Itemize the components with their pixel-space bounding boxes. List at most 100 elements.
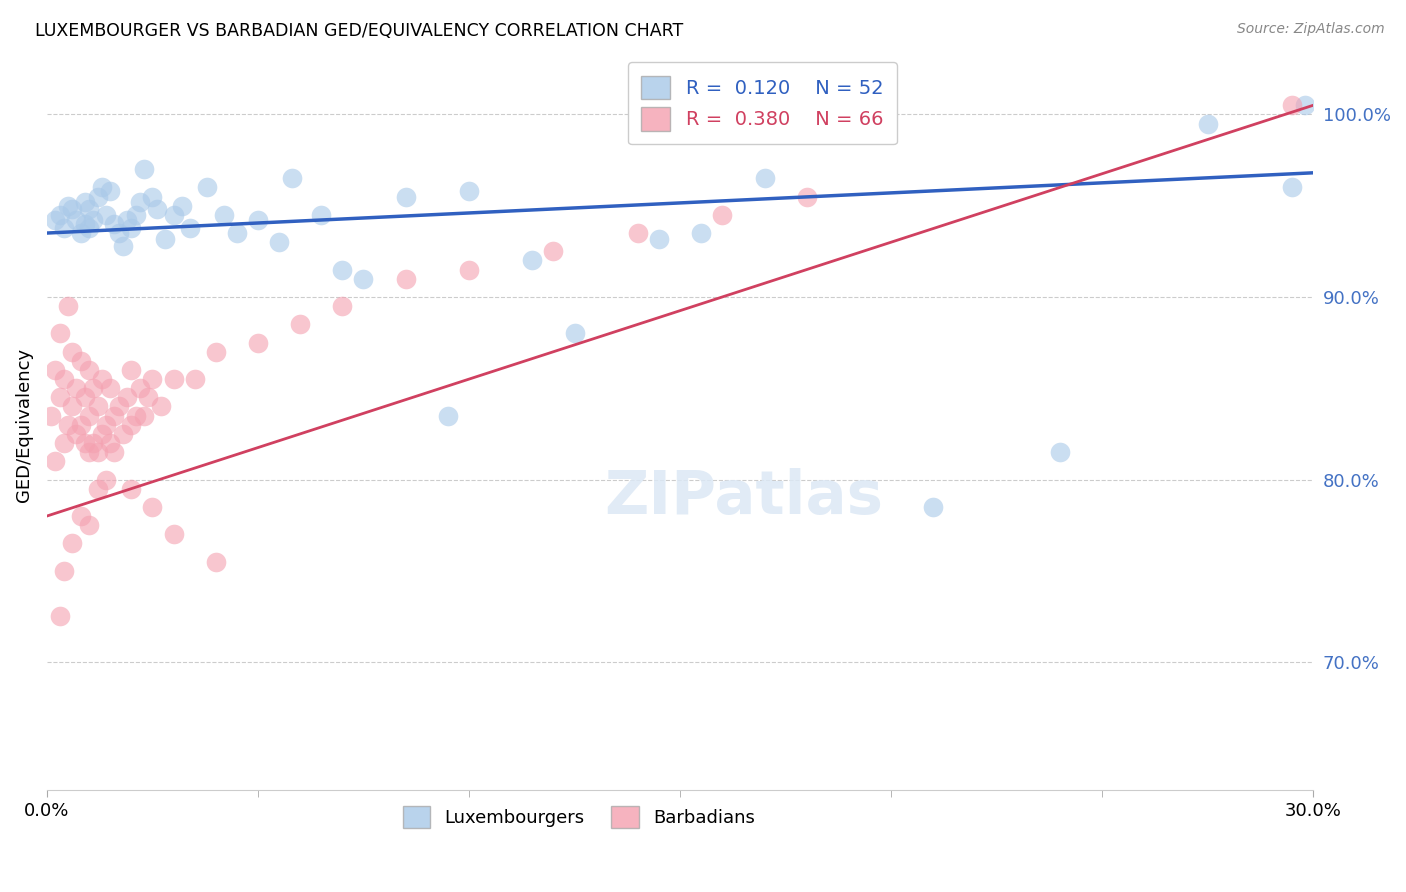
Point xyxy=(86,400,108,414)
Point xyxy=(94,417,117,432)
Point xyxy=(690,226,713,240)
Point xyxy=(162,527,184,541)
Point xyxy=(162,208,184,222)
Point xyxy=(48,390,70,404)
Point xyxy=(183,372,205,386)
Point xyxy=(77,518,100,533)
Point xyxy=(56,417,79,432)
Point xyxy=(60,536,83,550)
Point xyxy=(627,226,650,240)
Point xyxy=(69,417,91,432)
Point xyxy=(128,381,150,395)
Text: ZIPatlas: ZIPatlas xyxy=(605,468,883,527)
Point xyxy=(170,199,193,213)
Point xyxy=(120,363,142,377)
Y-axis label: GED/Equivalency: GED/Equivalency xyxy=(15,348,32,502)
Point xyxy=(564,326,586,341)
Point xyxy=(86,482,108,496)
Point xyxy=(311,208,333,222)
Point xyxy=(458,262,481,277)
Point xyxy=(77,409,100,423)
Point xyxy=(86,445,108,459)
Point xyxy=(56,299,79,313)
Point xyxy=(395,189,418,203)
Point xyxy=(94,473,117,487)
Point xyxy=(543,244,565,259)
Point xyxy=(48,326,70,341)
Point xyxy=(77,202,100,217)
Point xyxy=(124,409,146,423)
Point xyxy=(225,226,247,240)
Point xyxy=(280,171,302,186)
Point xyxy=(73,390,96,404)
Point xyxy=(267,235,290,250)
Point xyxy=(103,409,125,423)
Point xyxy=(98,436,121,450)
Point xyxy=(86,189,108,203)
Point xyxy=(82,436,104,450)
Point xyxy=(73,217,96,231)
Point xyxy=(458,184,481,198)
Point xyxy=(149,400,172,414)
Point xyxy=(111,426,134,441)
Point xyxy=(395,271,418,285)
Point xyxy=(136,390,159,404)
Point xyxy=(65,426,87,441)
Point xyxy=(204,344,226,359)
Point xyxy=(195,180,218,194)
Point xyxy=(115,213,138,227)
Point xyxy=(77,220,100,235)
Point xyxy=(522,253,544,268)
Text: LUXEMBOURGER VS BARBADIAN GED/EQUIVALENCY CORRELATION CHART: LUXEMBOURGER VS BARBADIAN GED/EQUIVALENC… xyxy=(35,22,683,40)
Point xyxy=(60,202,83,217)
Point xyxy=(52,220,75,235)
Point xyxy=(52,564,75,578)
Point xyxy=(90,426,112,441)
Point xyxy=(246,213,269,227)
Point xyxy=(107,226,129,240)
Point xyxy=(711,208,734,222)
Point xyxy=(103,445,125,459)
Point xyxy=(1281,98,1303,112)
Point xyxy=(48,609,70,624)
Point xyxy=(90,372,112,386)
Point xyxy=(648,231,671,245)
Point xyxy=(1294,98,1316,112)
Point xyxy=(73,436,96,450)
Point xyxy=(90,180,112,194)
Point xyxy=(52,436,75,450)
Point xyxy=(60,400,83,414)
Point xyxy=(132,409,155,423)
Point xyxy=(153,231,176,245)
Point xyxy=(922,500,945,514)
Point xyxy=(82,213,104,227)
Point xyxy=(120,417,142,432)
Text: Source: ZipAtlas.com: Source: ZipAtlas.com xyxy=(1237,22,1385,37)
Point xyxy=(39,409,62,423)
Point xyxy=(115,390,138,404)
Legend: Luxembourgers, Barbadians: Luxembourgers, Barbadians xyxy=(395,799,762,836)
Point xyxy=(1281,180,1303,194)
Point xyxy=(69,354,91,368)
Point xyxy=(44,213,66,227)
Point xyxy=(120,220,142,235)
Point xyxy=(98,381,121,395)
Point xyxy=(212,208,235,222)
Point xyxy=(44,363,66,377)
Point xyxy=(1049,445,1071,459)
Point xyxy=(437,409,460,423)
Point xyxy=(162,372,184,386)
Point xyxy=(145,202,167,217)
Point xyxy=(65,381,87,395)
Point xyxy=(56,199,79,213)
Point xyxy=(246,335,269,350)
Point xyxy=(107,400,129,414)
Point xyxy=(179,220,201,235)
Point xyxy=(77,363,100,377)
Point xyxy=(52,372,75,386)
Point xyxy=(204,555,226,569)
Point xyxy=(44,454,66,468)
Point xyxy=(332,262,354,277)
Point xyxy=(353,271,375,285)
Point xyxy=(332,299,354,313)
